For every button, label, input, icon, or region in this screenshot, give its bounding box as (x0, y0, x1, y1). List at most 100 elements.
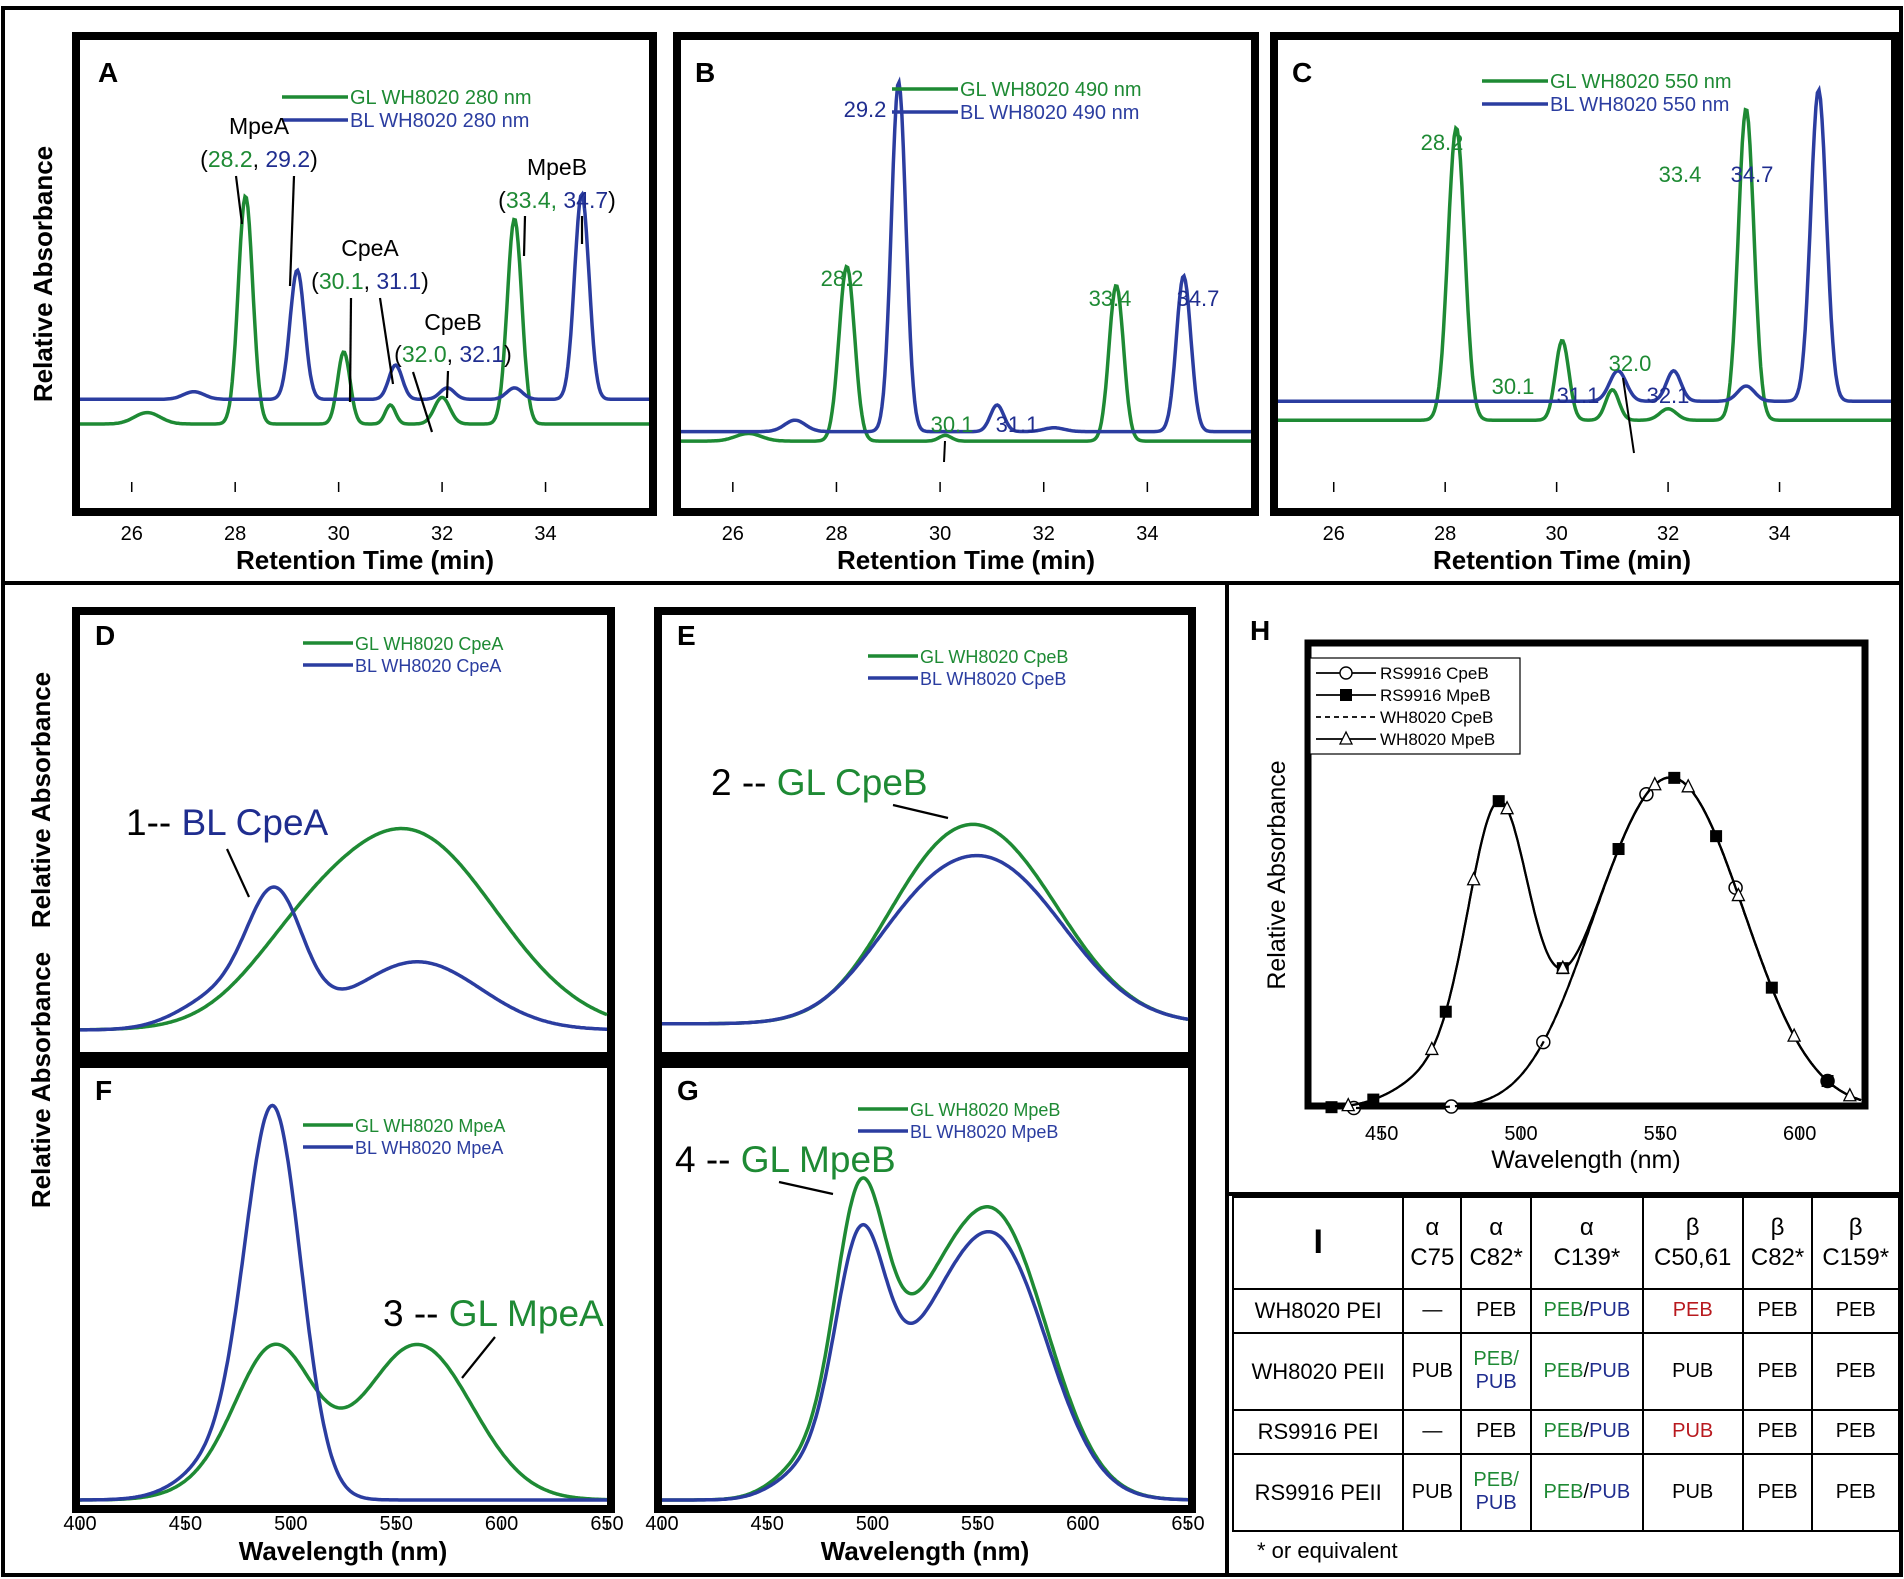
panel-letter-b: B (695, 57, 715, 88)
x-tick-label: 28 (825, 523, 847, 545)
table-cell: PEB (1811, 1452, 1900, 1533)
legend-label: BL WH8020 CpeB (920, 669, 1066, 689)
table-cell: PUB (1641, 1331, 1744, 1411)
table-cell: PEB (1741, 1408, 1814, 1455)
table-cell: PEB (1811, 1331, 1900, 1411)
table-cell: PEB (1811, 1288, 1900, 1334)
series-line-h-3 (1312, 776, 1862, 1109)
x-tick-label: 32 (1657, 523, 1679, 545)
series-line-g-1 (662, 1222, 1188, 1502)
table-cell: PEB/PUB (1460, 1452, 1533, 1533)
anno-c-311: 31.1 (1557, 383, 1600, 408)
col-head-6: C159* (1822, 1244, 1890, 1271)
x-tick-label: 650 (1171, 1513, 1204, 1535)
table-row: WH8020 PEII PUB PEB/PUB PEB/PUB PUB PEB … (1231, 1331, 1900, 1411)
anno-c-320: 32.0 (1609, 351, 1652, 376)
col-head-6-sub: β (1848, 1214, 1863, 1241)
series-line-h-0 (1312, 776, 1862, 1110)
anno-g: 4 -- GL MpeB (675, 1139, 896, 1180)
col-head-1: C75 (1410, 1244, 1455, 1271)
series-line-a-0 (80, 193, 649, 426)
series-line-b-0 (681, 264, 1251, 443)
col-head-2: C82* (1469, 1244, 1523, 1271)
series-line-g-0 (662, 1176, 1189, 1502)
x-tick-label: 600 (1783, 1123, 1816, 1145)
legend-label: BL WH8020 280 nm (350, 110, 529, 132)
table-row: RS9916 PEII PUB PEB/PUB PEB/PUB PUB PEB … (1231, 1452, 1900, 1533)
x-tick-label: 550 (1644, 1123, 1677, 1145)
x-tick-label: 450 (169, 1513, 202, 1535)
table-cell: PEB/PUB (1530, 1452, 1644, 1533)
x-tick-label: 450 (1365, 1123, 1398, 1145)
xlabel-f: Wavelength (nm) (239, 1536, 447, 1566)
table-cell: PUB (1641, 1452, 1744, 1533)
table-cell: PEB (1741, 1331, 1814, 1411)
x-tick-label: 32 (1033, 523, 1055, 545)
marker-triangle (1500, 800, 1515, 815)
x-tick-label: 400 (63, 1513, 96, 1535)
xlabel-g: Wavelength (nm) (821, 1536, 1029, 1566)
table-cell: PEB (1460, 1408, 1533, 1455)
legend-label: BL WH8020 490 nm (960, 102, 1139, 124)
x-tick-label: 400 (645, 1513, 678, 1535)
legend-label: GL WH8020 MpeB (910, 1100, 1060, 1120)
anno-a-mpeb-vals: (33.4, 34.7) (498, 187, 616, 213)
series-line-c-0 (1278, 107, 1891, 422)
panel-f-frame (72, 1060, 615, 1513)
x-tick-label: 650 (590, 1513, 623, 1535)
legend-label: GL WH8020 CpeB (920, 647, 1068, 667)
table-cell: PEB (1460, 1288, 1533, 1334)
col-head-4-sub: β (1685, 1214, 1700, 1241)
row-label: WH8020 PEI (1231, 1288, 1405, 1334)
legend-label: GL WH8020 MpeA (355, 1116, 505, 1136)
marker-triangle (1842, 1087, 1857, 1102)
x-tick-label: 26 (121, 523, 143, 545)
panel-letter-g: G (677, 1075, 699, 1106)
legend-label: WH8020 CpeB (1380, 708, 1493, 727)
series-line-e-1 (662, 853, 1189, 1026)
series-line-b-1 (681, 76, 1251, 434)
table-cell: PUB (1402, 1452, 1463, 1533)
col-head-1-sub: α (1425, 1214, 1440, 1241)
x-tick-label: 32 (431, 523, 453, 545)
anno-a-cpea: CpeA (341, 235, 399, 261)
xlabel-b: Retention Time (min) (837, 545, 1095, 575)
col-head-2-sub: α (1489, 1214, 1504, 1241)
legend-marker (1339, 666, 1353, 680)
legend-label: GL WH8020 490 nm (960, 79, 1142, 101)
row-label: WH8020 PEII (1231, 1331, 1405, 1411)
table-cell: PEB (1741, 1288, 1814, 1334)
legend-marker (1340, 689, 1352, 701)
anno-e: 2 -- GL CpeB (711, 762, 928, 803)
table-cell: — (1402, 1408, 1463, 1455)
anno-c-282: 28.2 (1421, 130, 1464, 155)
panel-letter-i: I (1231, 1196, 1405, 1290)
anno-d: 1-- BL CpeA (126, 802, 329, 843)
table-footnote: * or equivalent (1257, 1538, 1398, 1563)
legend-label: RS9916 CpeB (1380, 664, 1489, 683)
series-line-e-0 (662, 822, 1189, 1026)
table-cell: PEB/PUB (1530, 1331, 1644, 1411)
xlabel-h: Wavelength (nm) (1491, 1146, 1680, 1174)
x-tick-label: 600 (485, 1513, 518, 1535)
series-line-h-1 (1312, 776, 1862, 1109)
ylabel-d: Relative Absorbance (26, 672, 56, 928)
panel-letter-a: A (98, 57, 118, 88)
anno-c-301: 30.1 (1492, 374, 1535, 399)
col-head-4: C50,61 (1654, 1244, 1732, 1271)
anno-b-347: 34.7 (1177, 286, 1220, 311)
x-tick-label: 450 (751, 1513, 784, 1535)
legend-label: GL WH8020 CpeA (355, 634, 503, 654)
legend-label: BL WH8020 MpeA (355, 1138, 503, 1158)
series-line-d-1 (80, 885, 607, 1032)
panel-letter-d: D (95, 620, 115, 651)
x-tick-label: 34 (1136, 523, 1158, 545)
anno-b-311: 31.1 (996, 412, 1039, 437)
anno-a-mpea: MpeA (229, 113, 290, 139)
anno-c-334: 33.4 (1659, 162, 1702, 187)
frame-i (1225, 1192, 1903, 1577)
anno-c-347: 34.7 (1731, 162, 1774, 187)
anno-b-282: 28.2 (821, 266, 864, 291)
x-tick-label: 30 (1546, 523, 1568, 545)
arrow-c (1622, 377, 1635, 454)
